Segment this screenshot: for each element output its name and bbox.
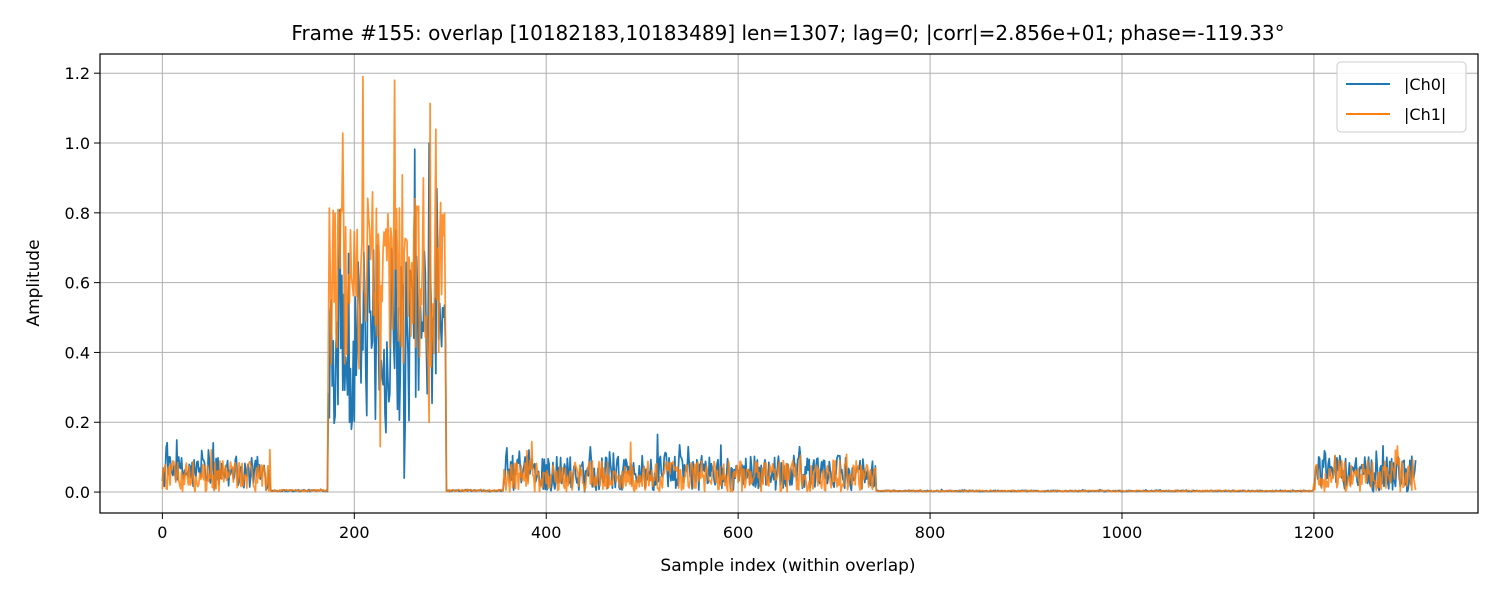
- x-tick-label: 600: [723, 523, 754, 542]
- y-tick-label: 0.6: [65, 274, 90, 293]
- legend-label-ch0: |Ch0|: [1404, 75, 1446, 94]
- y-axis-label: Amplitude: [24, 239, 44, 326]
- x-axis-label: Sample index (within overlap): [660, 556, 915, 576]
- x-tick-label: 1000: [1102, 523, 1143, 542]
- series-line-ch1: [161, 75, 1417, 493]
- x-tick-label: 400: [531, 523, 562, 542]
- series-layer: [161, 75, 1417, 493]
- y-tick-label: 0.0: [65, 483, 90, 502]
- y-tick-label: 0.8: [65, 204, 90, 223]
- x-tick-label: 800: [915, 523, 946, 542]
- x-axis: 0 200 400 600 800 1000 1200: [157, 513, 1334, 542]
- plot-frame: [99, 53, 1479, 514]
- legend: |Ch0| |Ch1|: [1336, 61, 1467, 133]
- legend-label-ch1: |Ch1|: [1404, 105, 1446, 124]
- y-tick-label: 1.2: [65, 64, 90, 83]
- y-axis: 0.0 0.2 0.4 0.6 0.8 1.0 1.2: [65, 64, 100, 502]
- legend-box: [1336, 61, 1467, 133]
- x-tick-label: 0: [157, 523, 167, 542]
- chart-title: Frame #155: overlap [10182183,10183489] …: [291, 21, 1284, 45]
- y-tick-label: 0.2: [65, 413, 90, 432]
- x-tick-label: 200: [339, 523, 370, 542]
- y-tick-label: 1.0: [65, 134, 90, 153]
- y-tick-label: 0.4: [65, 343, 90, 362]
- plot-area: [100, 54, 1478, 513]
- x-tick-label: 1200: [1294, 523, 1335, 542]
